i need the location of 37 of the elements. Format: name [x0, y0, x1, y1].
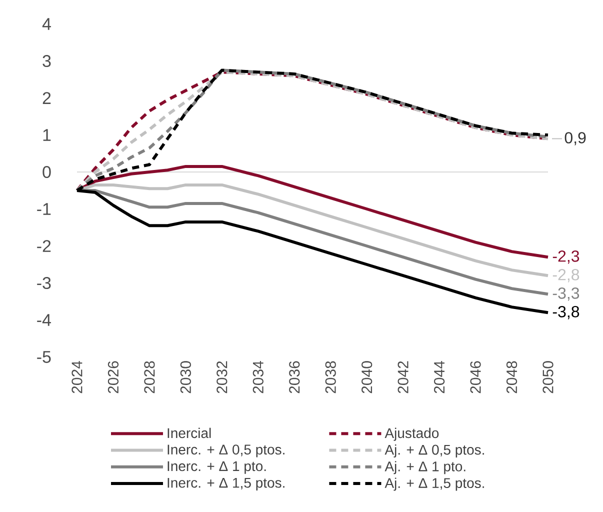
y-tick-label: 0 [42, 166, 51, 178]
y-tick-label: 1 [43, 129, 51, 141]
x-tick-label: 2046 [470, 361, 481, 394]
legend-label: Inercial [168, 428, 211, 438]
x-tick-label: 2048 [506, 361, 518, 394]
y-tick-label: 2 [42, 92, 51, 104]
data-label: -3,8 [552, 306, 580, 320]
legend-label: Inerc. + Δ 1,5 ptos. [168, 478, 284, 491]
y-tick-label: -5 [37, 351, 51, 363]
x-tick-label: 2042 [398, 361, 408, 394]
data-label: -2,8 [552, 268, 580, 282]
x-tick-label: 2036 [289, 361, 300, 394]
y-tick-label: -1 [37, 203, 51, 215]
legend-label: Aj. + Δ 1 pto. [384, 461, 466, 474]
y-tick-label: 3 [42, 54, 51, 68]
x-tick-label: 2024 [72, 360, 82, 394]
x-tick-label: 2028 [144, 361, 155, 394]
annotation: 0,9 [564, 132, 586, 146]
y-tick-label: 4 [42, 18, 51, 30]
x-tick-label: 2044 [434, 360, 445, 394]
legend-label: Aj. + Δ 1,5 ptos. [384, 478, 484, 491]
data-label: -3,3 [552, 287, 580, 301]
x-tick-label: 2032 [216, 361, 228, 394]
legend-label: Ajustado [384, 428, 439, 441]
x-tick-label: 2050 [542, 361, 554, 394]
x-tick-label: 2026 [108, 361, 119, 394]
y-tick-label: -4 [37, 314, 51, 326]
y-tick-label: -3 [37, 276, 51, 290]
x-tick-label: 2038 [325, 361, 336, 394]
legend-label: Inerc. + Δ 0,5 ptos. [168, 444, 284, 458]
legend-label: Inerc. + Δ 1 pto. [168, 461, 266, 474]
x-tick-label: 2040 [362, 361, 372, 394]
y-tick-label: -2 [37, 240, 51, 252]
x-tick-label: 2030 [180, 361, 191, 394]
legend-label: Aj. + Δ 0,5 ptos. [384, 444, 484, 458]
x-tick-label: 2034 [252, 360, 264, 394]
data-label: -2,3 [552, 250, 580, 264]
